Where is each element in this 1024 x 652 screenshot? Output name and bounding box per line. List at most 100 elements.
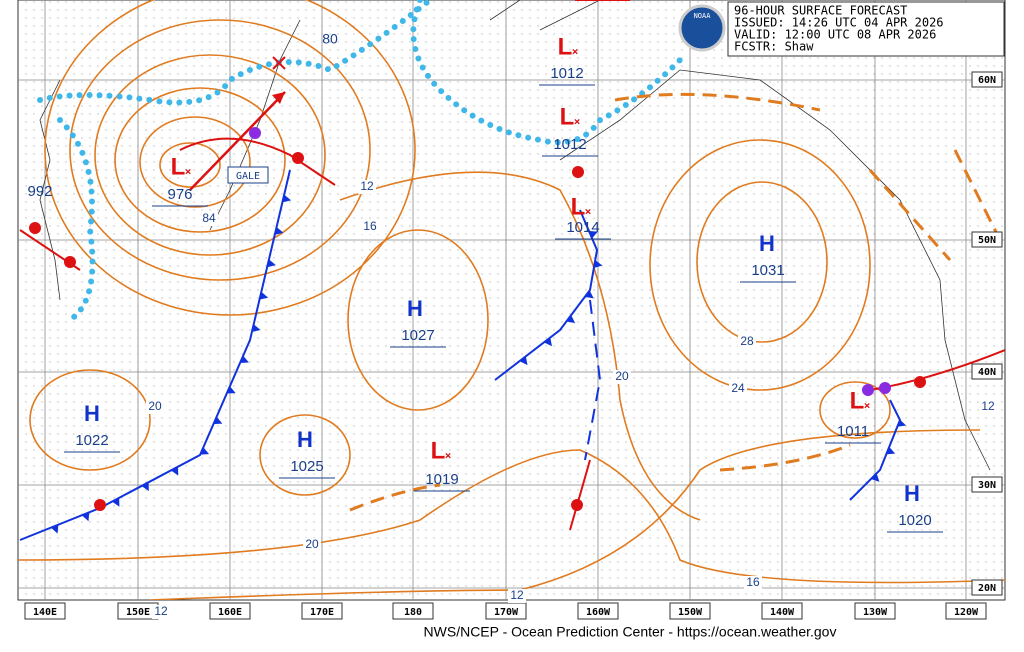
lat-box [971,476,1003,493]
lon-box [301,602,343,620]
front-barb [897,419,907,427]
isobar-label: 12 [510,588,524,602]
front-barb [593,260,603,268]
front-barb [81,512,90,522]
front-barb [50,524,59,534]
warm-bump [29,222,41,234]
footer: NWS/NCEP - Ocean Prediction Center - htt… [424,624,837,640]
gale-box [227,166,269,184]
header-line: 96-HOUR SURFACE FORECAST [734,4,907,18]
low-symbol: L [171,153,186,180]
central-pressure: 976 [167,186,192,203]
isobar [18,449,1005,584]
header-line: FCSTR: Shaw [734,40,814,54]
noaa-logo [678,4,726,52]
ice-edge [37,0,683,323]
fronts [19,0,1005,541]
low-symbol: L [558,33,573,60]
isobar [149,429,981,600]
occluded-bump [249,127,261,139]
warm-front [179,137,336,186]
isobar-label-bg [200,212,218,226]
low-cross: × [572,45,579,58]
warm-bump [914,376,926,388]
lat-label: 40N [978,367,996,378]
header-line: ISSUED: 14:26 UTC 04 APR 2026 [734,16,944,30]
lon-label: 170E [310,607,334,618]
isobar-label-bg [358,180,376,194]
isobar-label-bg [744,576,762,590]
high-symbol: H [297,427,313,452]
lat-box [971,71,1003,88]
front-barb [200,447,210,455]
isobar [649,139,871,391]
warm-bump [94,499,106,511]
lon-label: 160E [218,607,242,618]
lon-box [485,602,527,620]
warm-bump [572,166,584,178]
lat-box [971,579,1003,596]
lon-label: 160W [586,607,611,618]
isobar-label-bg [979,400,997,414]
low-cross: × [574,115,581,128]
isobar-label: 24 [731,381,745,395]
low-cross: × [585,205,592,218]
occluded-bump [862,384,874,396]
cold-front [849,399,902,501]
isobar [114,87,286,233]
front-barb [239,355,249,364]
lon-label: 140W [770,607,795,618]
coastline [39,79,61,301]
front-barb [566,315,576,324]
isobar-label: 16 [363,219,377,233]
front-barb [543,337,552,347]
trough [584,299,602,461]
low-symbol: L [560,103,575,130]
track-arrow [272,92,285,104]
low-cross: × [185,165,192,178]
lat-label: 30N [978,480,996,491]
lon-label: 140E [33,607,57,618]
front-barb [274,227,284,235]
isobar [139,116,251,208]
warm-bump [571,499,583,511]
lon-label: 130W [863,607,888,618]
central-pressure: 1012 [550,65,583,82]
isobar-label: 20 [148,399,162,413]
lon-label: 120W [954,607,979,618]
front-barb [141,482,149,492]
graticule [18,0,1005,600]
lat-label: 20N [978,583,996,594]
storm-track [189,91,286,191]
isobar-label: 12 [360,179,374,193]
front-barb [870,473,880,482]
isobar-label-bg [729,382,747,396]
ice-line [57,117,96,323]
isobar-label: 12 [154,604,168,618]
front-barb [226,386,236,394]
warm-bump [292,152,304,164]
isobar-label-bg [303,538,321,552]
central-pressure: 1011 [837,423,869,440]
occluded-bump [879,382,891,394]
forecast-position [272,56,286,70]
high-symbol: H [759,231,775,256]
isobar-label-bg [361,220,379,234]
isobar-label: 20 [615,369,629,383]
isobar-label: 84 [202,211,216,225]
isobar-label: 12 [981,399,995,413]
gale-label: GALE [236,171,260,182]
isobar-label-bg [146,400,164,414]
lon-label: 150E [126,607,150,618]
isobar-label-bg [738,335,756,349]
isobar [696,181,828,343]
isobar-label: 16 [746,575,760,589]
isobar [819,381,891,439]
front-barb [213,416,223,425]
low-symbol: L [431,437,446,464]
isobar [69,19,371,281]
central-pressure: 1014 [566,219,599,236]
front-barb [170,466,179,476]
lon-box [945,602,987,620]
high-symbol: H [904,481,920,506]
